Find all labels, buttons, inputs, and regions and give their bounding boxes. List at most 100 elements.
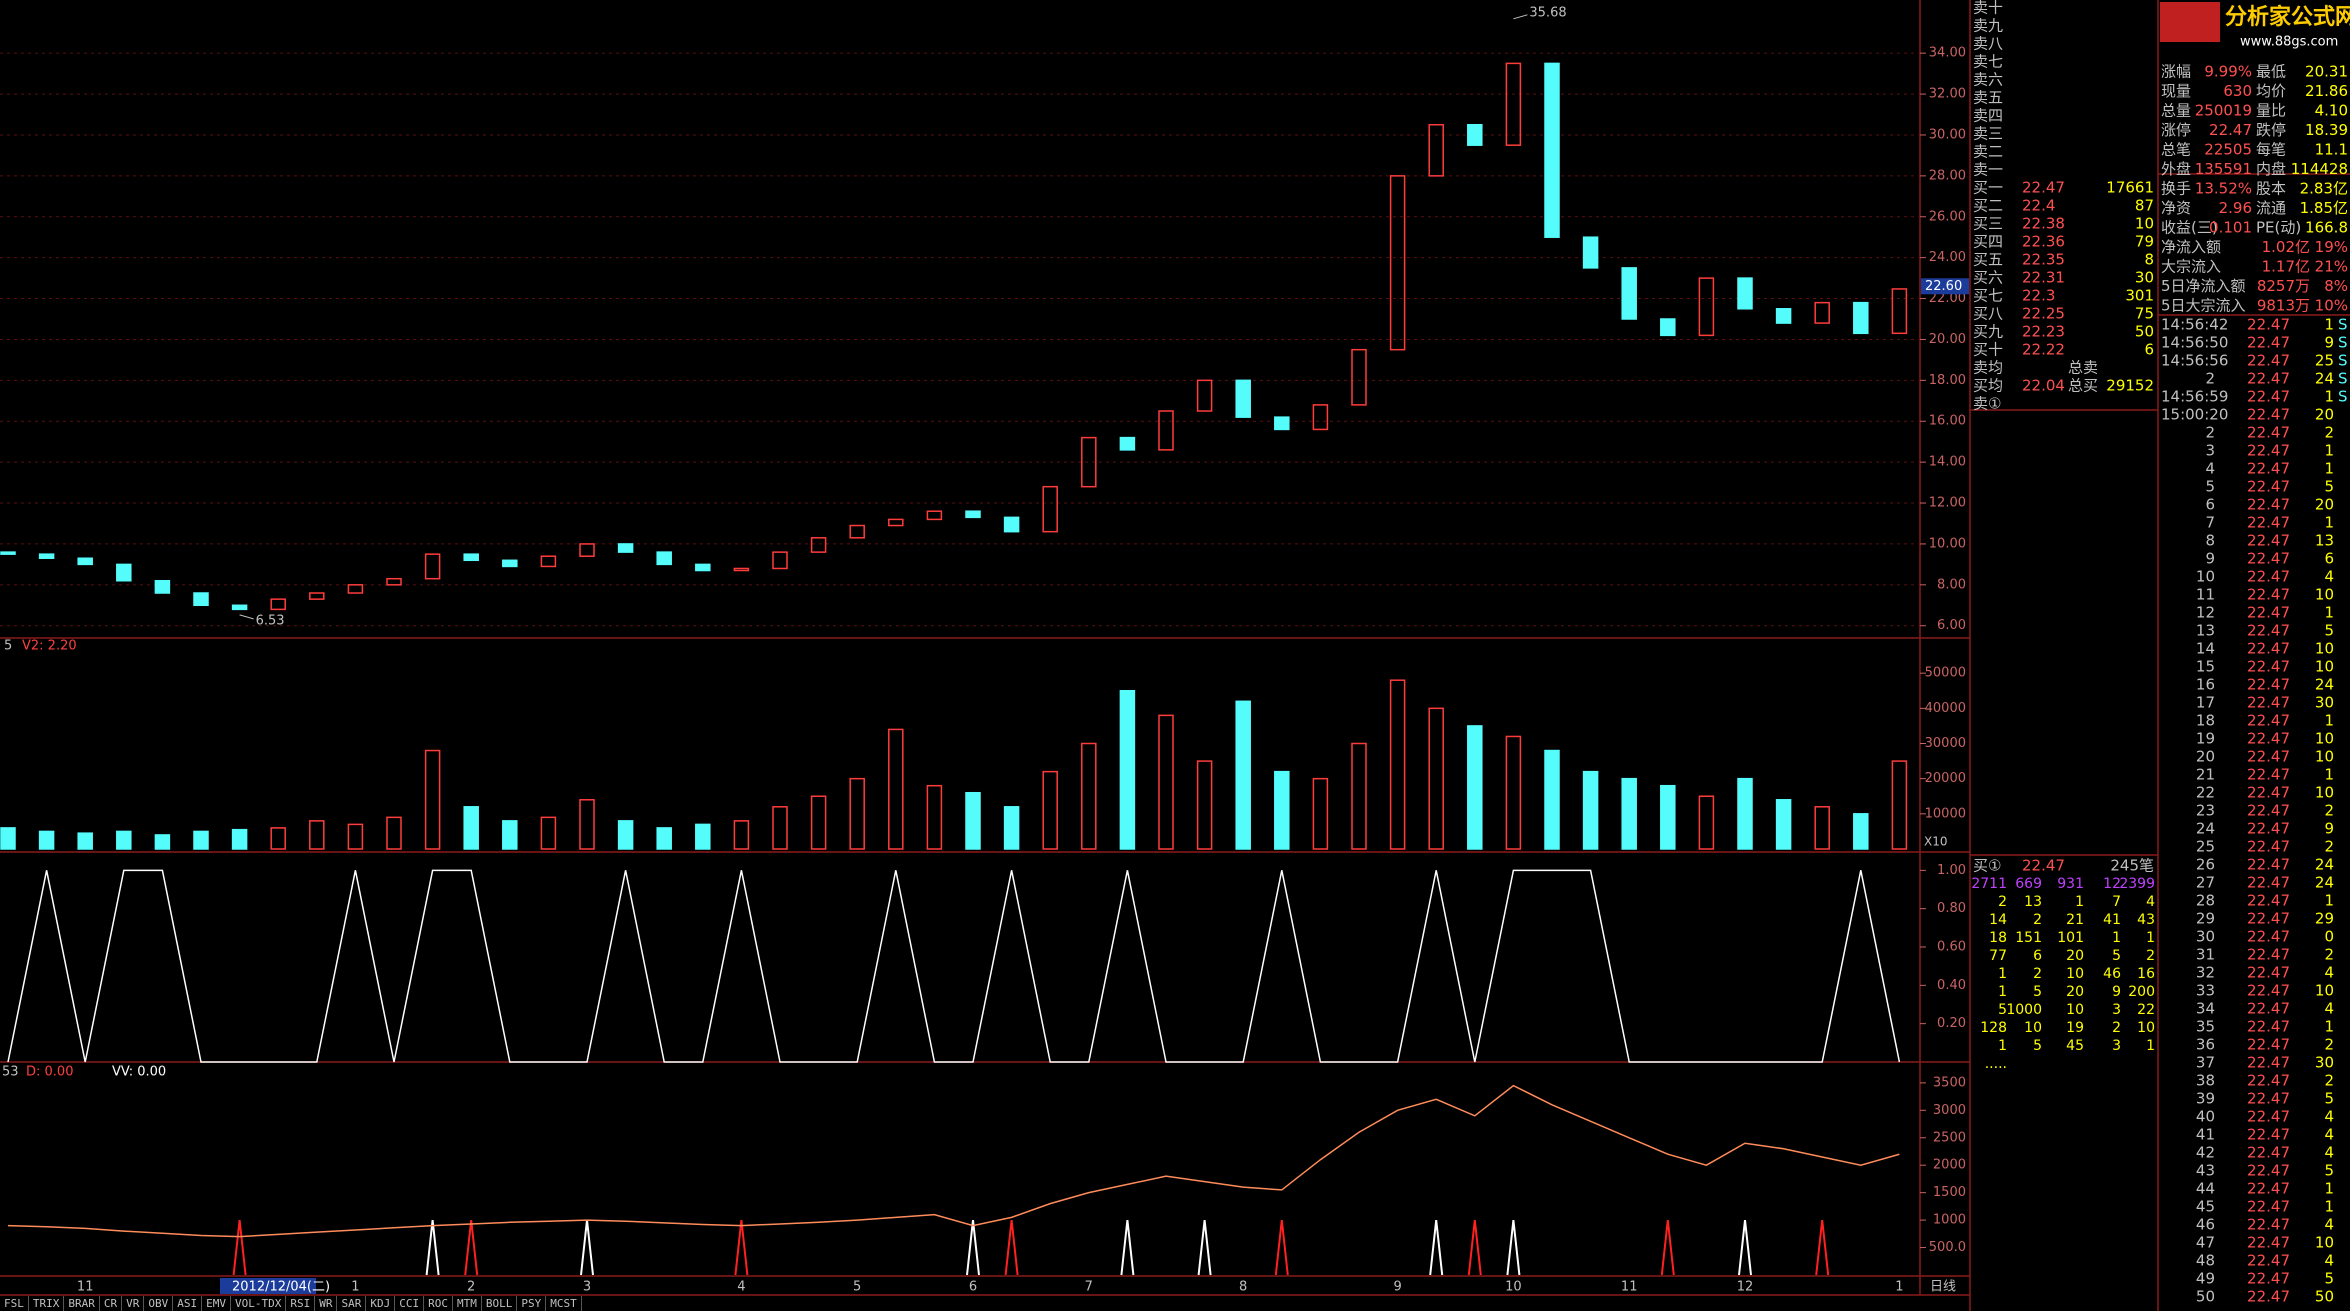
tick-time: 17 — [2196, 694, 2215, 712]
volume-bar — [1235, 700, 1251, 850]
indicator-tab[interactable]: MTM — [453, 1296, 482, 1311]
tick-volume: 2 — [2324, 424, 2334, 442]
book-price: 22.31 — [2022, 269, 2065, 287]
quote-value: 9.99% — [2204, 63, 2252, 81]
candle — [1428, 123, 1444, 177]
tick-time: 3 — [2205, 442, 2215, 460]
book-label: 买三 — [1973, 215, 2003, 233]
quote-value: 166.8 — [2305, 219, 2348, 237]
volume-bar — [1814, 806, 1830, 850]
indicator-tab[interactable]: CR — [100, 1296, 123, 1311]
indicator-tab[interactable]: ASI — [173, 1296, 203, 1311]
y-tick-label: 0.20 — [1937, 1016, 1966, 1031]
volume-bar — [695, 823, 711, 850]
indicator-tab[interactable]: VR — [122, 1296, 145, 1311]
tick-time: 10 — [2196, 568, 2215, 586]
tick-volume: 29 — [2315, 910, 2334, 928]
indicator-tab[interactable]: WR — [315, 1296, 338, 1311]
tick-time: 47 — [2196, 1234, 2215, 1252]
tick-time: 44 — [2196, 1180, 2215, 1198]
y-tick-label: 8.00 — [1937, 577, 1966, 592]
indicator-tab[interactable]: TRIX — [29, 1296, 65, 1311]
book-label: 买四 — [1973, 233, 2003, 251]
queue-cell: 2 — [2146, 948, 2155, 964]
y-tick-label: 24.00 — [1929, 250, 1966, 265]
tick-volume: 1 — [2324, 1018, 2334, 1036]
book-label: 卖① — [1973, 395, 2001, 413]
tick-volume: 5 — [2324, 1162, 2334, 1180]
tick-time: 4 — [2205, 460, 2215, 478]
indicator-tab[interactable]: PSY — [517, 1296, 547, 1311]
tick-volume: 1 — [2324, 892, 2334, 910]
indicator-tab[interactable]: BRAR — [64, 1296, 100, 1311]
volume-bar — [1428, 707, 1444, 850]
queue-cell: 9 — [2112, 984, 2121, 1000]
tick-time: 19 — [2196, 730, 2215, 748]
indicator-tab[interactable]: RSI — [286, 1296, 316, 1311]
tick-volume: 4 — [2324, 1126, 2334, 1144]
quote-value: 13.52% — [2195, 180, 2252, 198]
tick-price: 22.47 — [2247, 496, 2290, 514]
queue-title: 买① — [1973, 857, 2001, 875]
queue-cell: 5 — [2112, 948, 2121, 964]
quote-value: 9813万 — [2257, 297, 2310, 315]
tick-price: 22.47 — [2247, 838, 2290, 856]
indicator-tab[interactable]: BOLL — [482, 1296, 518, 1311]
tick-time: 38 — [2196, 1072, 2215, 1090]
book-label: 卖一 — [1973, 161, 2003, 179]
indicator-tab[interactable]: OBV — [144, 1296, 174, 1311]
quote-value: 1.02亿 — [2262, 238, 2310, 256]
book-volume: 10 — [2135, 215, 2154, 233]
indicator-tab[interactable]: VOL-TDX — [231, 1296, 287, 1311]
tick-price: 22.47 — [2247, 982, 2290, 1000]
y-tick-label: 2000 — [1933, 1158, 1966, 1173]
signal-sell — [1815, 1219, 1830, 1276]
tick-time: 37 — [2196, 1054, 2215, 1072]
quote-value: 22505 — [2204, 141, 2252, 159]
indicator-tab[interactable]: MCST — [546, 1296, 582, 1311]
quote-value: 10% — [2315, 297, 2348, 315]
quote-key: 净资 — [2161, 199, 2191, 217]
queue-cell: 3 — [2112, 1002, 2121, 1018]
unit-label: X10 — [1924, 835, 1948, 849]
tick-price: 22.47 — [2247, 1270, 2290, 1288]
candle — [77, 557, 93, 566]
indicator-tab[interactable]: SAR — [337, 1296, 367, 1311]
tick-price: 22.47 — [2247, 874, 2290, 892]
date-label: 12 — [1737, 1280, 1754, 1295]
signal-sell — [464, 1219, 479, 1276]
tick-volume: 25 — [2315, 352, 2334, 370]
book-volume: 17661 — [2106, 179, 2154, 197]
tick-price: 22.47 — [2247, 622, 2290, 640]
indicator-tab[interactable]: EMV — [202, 1296, 231, 1311]
tick-time: 41 — [2196, 1126, 2215, 1144]
tick-price: 22.47 — [2247, 1180, 2290, 1198]
tick-volume: 6 — [2324, 550, 2334, 568]
indicator-tab[interactable]: FSL — [0, 1296, 29, 1311]
book-price: 22.25 — [2022, 305, 2065, 323]
tick-time: 2 — [2205, 424, 2215, 442]
indicator-tab[interactable]: KDJ — [366, 1296, 396, 1311]
indicator-tab[interactable]: CCI — [395, 1296, 425, 1311]
quote-key: 内盘 — [2256, 160, 2286, 178]
y-tick-label: 3500 — [1933, 1075, 1966, 1090]
queue-title: 22.47 — [2022, 857, 2065, 875]
logo-icon — [2160, 2, 2220, 42]
y-tick-label: 28.00 — [1929, 168, 1966, 183]
tick-volume: 30 — [2315, 694, 2334, 712]
indicator-tab[interactable]: ROC — [424, 1296, 453, 1311]
tick-price: 22.47 — [2247, 820, 2290, 838]
queue-cell: 2 — [2033, 966, 2042, 982]
book-label: 卖七 — [1973, 53, 2003, 71]
tick-price: 22.47 — [2247, 730, 2290, 748]
quote-key: PE(动) — [2256, 219, 2301, 237]
quote-key: 股本 — [2256, 180, 2286, 198]
y-tick-label: 2500 — [1933, 1130, 1966, 1145]
volume-bar — [1775, 799, 1792, 850]
book-label: 买八 — [1973, 305, 2003, 323]
candle — [1891, 288, 1908, 335]
candle — [270, 598, 286, 611]
queue-cell: 5 — [2033, 1038, 2042, 1054]
tick-flag: S — [2338, 316, 2348, 334]
